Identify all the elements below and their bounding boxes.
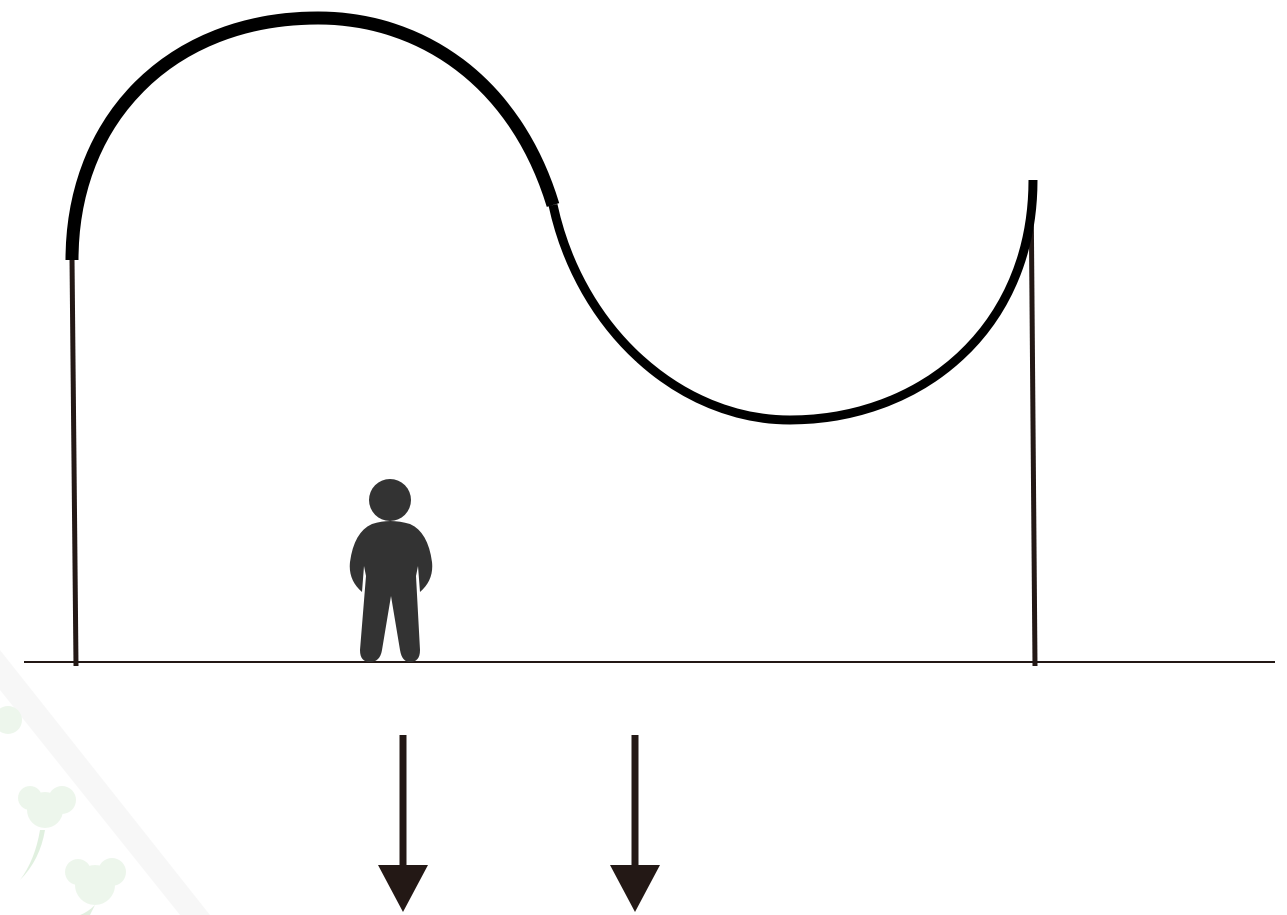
right-pole xyxy=(1028,179,1038,667)
person-icon xyxy=(349,479,433,662)
track-lower-arc xyxy=(548,179,1038,425)
flower-watermark-icon xyxy=(0,650,210,915)
left-pole xyxy=(69,257,79,667)
track-upper-arc xyxy=(65,11,560,261)
down-arrow-icon xyxy=(378,735,428,912)
down-arrow-icon xyxy=(610,735,660,912)
